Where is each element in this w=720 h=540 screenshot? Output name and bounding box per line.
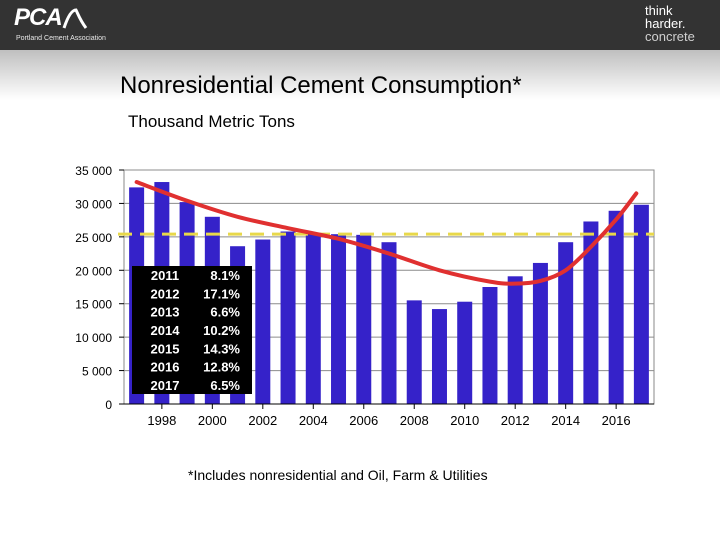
tagline-line-3: concrete: [645, 29, 695, 44]
growth-table-value: 8.1%: [210, 268, 240, 283]
bar: [633, 204, 649, 404]
bar: [507, 276, 523, 404]
y-tick-label: 30 000: [75, 197, 112, 211]
growth-table-box: [132, 266, 252, 394]
x-tick-label: 2010: [450, 413, 479, 428]
x-tick-label: 2008: [400, 413, 429, 428]
bar: [255, 239, 271, 404]
bar: [280, 231, 296, 404]
growth-table-value: 6.6%: [210, 305, 240, 320]
bar: [356, 234, 372, 404]
bar: [482, 287, 498, 404]
bar: [406, 300, 422, 404]
y-tick-label: 15 000: [75, 298, 112, 312]
x-tick-label: 2016: [602, 413, 631, 428]
y-tick-label: 0: [105, 398, 112, 412]
growth-table-year: 2017: [151, 378, 180, 393]
logo-swoosh-icon: [62, 8, 88, 29]
y-tick-label: 20 000: [75, 264, 112, 278]
chart-subtitle: Thousand Metric Tons: [128, 112, 295, 131]
growth-table-value: 10.2%: [203, 323, 240, 338]
growth-table-value: 6.5%: [210, 378, 240, 393]
y-tick-label: 25 000: [75, 231, 112, 245]
chart-title: Nonresidential Cement Consumption*: [120, 72, 522, 99]
x-tick-label: 2004: [299, 413, 328, 428]
bar: [331, 234, 347, 404]
bar: [431, 309, 447, 404]
x-tick-label: 2000: [198, 413, 227, 428]
x-tick-label: 2014: [551, 413, 580, 428]
footnote: *Includes nonresidential and Oil, Farm &…: [188, 467, 488, 483]
growth-table-year: 2011: [151, 268, 179, 283]
x-tick-label: 1998: [147, 413, 176, 428]
bar: [305, 232, 321, 404]
tagline-line-2: harder.: [645, 16, 686, 31]
growth-table-value: 17.1%: [203, 286, 240, 301]
x-tick-label: 2006: [349, 413, 378, 428]
bar: [532, 262, 548, 404]
bar: [457, 301, 473, 404]
logo-subtext: Portland Cement Association: [16, 35, 106, 42]
tagline: think harder. concrete: [645, 4, 695, 43]
y-tick-label: 10 000: [75, 331, 112, 345]
growth-table-year: 2012: [151, 286, 180, 301]
growth-table-year: 2016: [151, 360, 180, 375]
tagline-line-1: think: [645, 3, 673, 18]
bar: [608, 210, 624, 404]
chart: 0 5 000 10 000 15 000 20 000 25 000 30 000 35 0…: [75, 164, 655, 428]
growth-table-value: 12.8%: [203, 360, 240, 375]
x-tick-label: 2002: [248, 413, 277, 428]
x-tick-label: 2012: [501, 413, 530, 428]
header-gradient: [0, 50, 720, 100]
y-tick-label: 35 000: [75, 164, 112, 178]
logo-text: PCA: [14, 4, 63, 31]
growth-table-year: 2015: [151, 341, 180, 356]
trend-line: [134, 180, 639, 286]
bar: [381, 242, 397, 404]
bar: [583, 221, 599, 404]
growth-table-year: 2014: [151, 323, 181, 338]
header-bar: [0, 0, 720, 50]
y-tick-label: 5 000: [82, 365, 112, 379]
growth-table-value: 14.3%: [203, 341, 240, 356]
growth-table-year: 2013: [151, 305, 180, 320]
bar: [558, 242, 574, 404]
pca-logo: PCA Portland Cement Association: [14, 4, 124, 46]
